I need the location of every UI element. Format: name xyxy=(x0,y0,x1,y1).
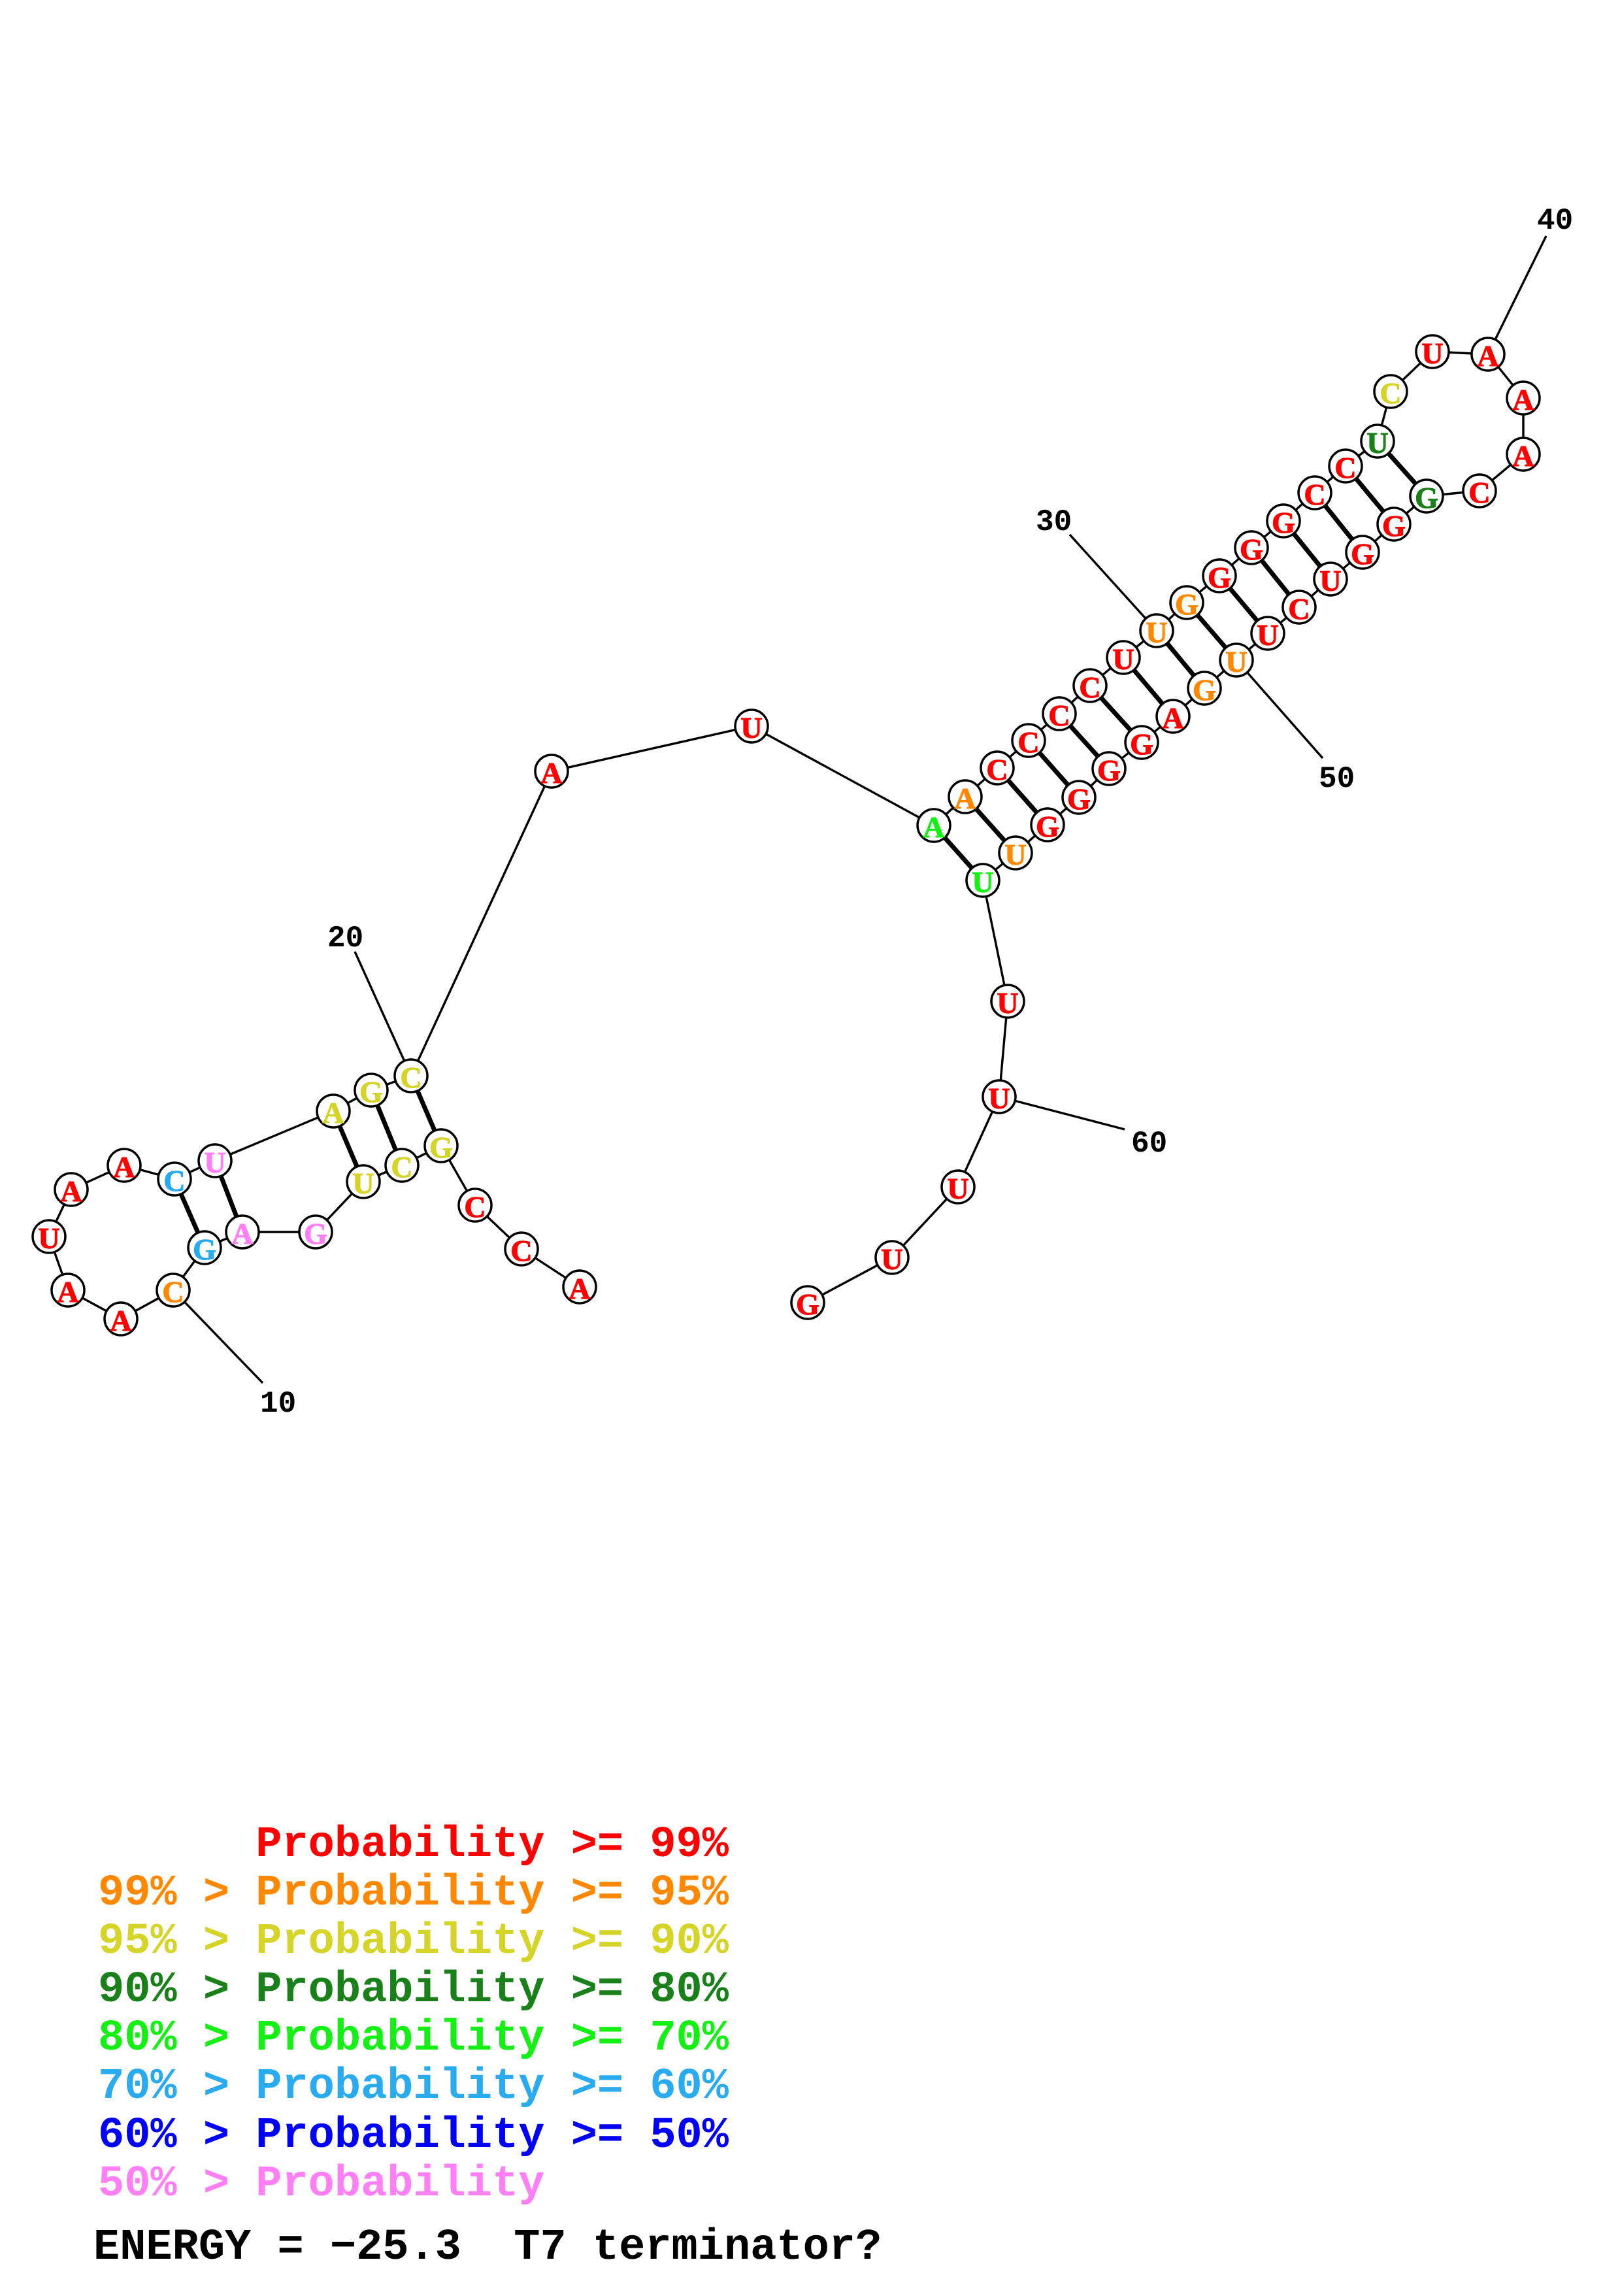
svg-text:99% > Probability >= 95%: 99% > Probability >= 95% xyxy=(98,1869,729,1918)
svg-text:A: A xyxy=(322,1096,344,1129)
svg-text:A: A xyxy=(1477,339,1498,373)
svg-text:C: C xyxy=(1048,699,1070,732)
svg-text:G: G xyxy=(1351,537,1374,571)
svg-text:A: A xyxy=(231,1217,253,1250)
svg-text:G: G xyxy=(1193,673,1216,707)
svg-text:50% > Probability: 50% > Probability xyxy=(98,2159,545,2209)
svg-text:A: A xyxy=(110,1304,131,1337)
svg-text:A: A xyxy=(57,1275,78,1308)
svg-text:30: 30 xyxy=(1036,505,1072,539)
svg-text:G: G xyxy=(1240,533,1263,566)
svg-text:20: 20 xyxy=(327,922,363,956)
svg-text:U: U xyxy=(352,1167,374,1200)
svg-text:95% > Probability >= 90%: 95% > Probability >= 90% xyxy=(98,1917,729,1967)
svg-text:C: C xyxy=(1288,592,1310,625)
svg-text:G: G xyxy=(193,1233,216,1266)
svg-text:G: G xyxy=(1130,727,1153,761)
svg-text:10: 10 xyxy=(260,1387,296,1421)
svg-text:U: U xyxy=(38,1222,59,1255)
svg-text:C: C xyxy=(1380,376,1401,410)
svg-text:A: A xyxy=(60,1174,82,1208)
svg-text:80% > Probability >= 70%: 80% > Probability >= 70% xyxy=(98,2014,729,2063)
svg-text:A: A xyxy=(113,1150,135,1184)
svg-text:C: C xyxy=(1079,671,1100,704)
svg-text:C: C xyxy=(1334,451,1356,484)
svg-text:A: A xyxy=(569,1272,590,1305)
svg-text:G: G xyxy=(304,1217,327,1250)
svg-text:U: U xyxy=(1421,337,1443,370)
svg-text:G: G xyxy=(796,1288,819,1321)
svg-text:G: G xyxy=(1382,509,1406,542)
svg-text:G: G xyxy=(359,1075,383,1108)
svg-text:50: 50 xyxy=(1319,762,1355,796)
svg-text:C: C xyxy=(464,1190,486,1223)
svg-text:60: 60 xyxy=(1131,1127,1167,1161)
svg-text:U: U xyxy=(204,1146,225,1179)
svg-text:U: U xyxy=(947,1172,968,1205)
svg-text:G: G xyxy=(1175,588,1198,621)
svg-text:C: C xyxy=(986,753,1008,786)
svg-text:G: G xyxy=(1067,782,1091,816)
svg-text:60% > Probability >= 50%: 60% > Probability >= 50% xyxy=(98,2111,729,2161)
svg-text:G: G xyxy=(1415,481,1438,514)
svg-text:A: A xyxy=(923,810,944,844)
svg-text:U: U xyxy=(988,1082,1010,1115)
svg-text:U: U xyxy=(1225,645,1247,678)
svg-text:C: C xyxy=(400,1061,422,1094)
svg-text:A: A xyxy=(1162,701,1183,735)
svg-text:C: C xyxy=(1304,478,1325,511)
svg-text:U: U xyxy=(972,865,993,899)
svg-text:U: U xyxy=(1319,564,1341,597)
svg-text:C: C xyxy=(510,1234,532,1267)
svg-text:C: C xyxy=(391,1150,412,1184)
svg-text:U: U xyxy=(740,711,762,744)
svg-text:U: U xyxy=(1112,642,1134,676)
svg-text:U: U xyxy=(1004,838,1026,871)
svg-text:Probability >= 99%: Probability >= 99% xyxy=(98,1820,729,1870)
svg-text:U: U xyxy=(1146,616,1167,649)
svg-text:U: U xyxy=(997,986,1018,1020)
svg-text:70% > Probability >= 60%: 70% > Probability >= 60% xyxy=(98,2062,729,2112)
svg-text:C: C xyxy=(163,1164,185,1197)
svg-text:A: A xyxy=(1512,439,1534,473)
svg-text:ENERGY = −25.3 T7 terminator?: ENERGY = −25.3 T7 terminator? xyxy=(93,2223,882,2272)
svg-text:A: A xyxy=(540,756,562,790)
svg-text:G: G xyxy=(429,1131,453,1164)
svg-text:C: C xyxy=(1468,476,1490,509)
svg-text:C: C xyxy=(1017,725,1039,759)
svg-text:90% > Probability >= 80%: 90% > Probability >= 80% xyxy=(98,1965,729,2015)
svg-text:A: A xyxy=(1512,383,1534,416)
svg-text:C: C xyxy=(162,1275,184,1308)
svg-text:U: U xyxy=(1366,426,1388,459)
svg-text:G: G xyxy=(1208,561,1231,594)
svg-text:G: G xyxy=(1272,506,1295,539)
svg-text:G: G xyxy=(1036,810,1059,843)
svg-text:U: U xyxy=(881,1242,902,1276)
svg-text:A: A xyxy=(954,782,976,815)
svg-text:40: 40 xyxy=(1537,204,1573,238)
svg-text:U: U xyxy=(1257,618,1278,652)
svg-text:G: G xyxy=(1097,754,1121,787)
